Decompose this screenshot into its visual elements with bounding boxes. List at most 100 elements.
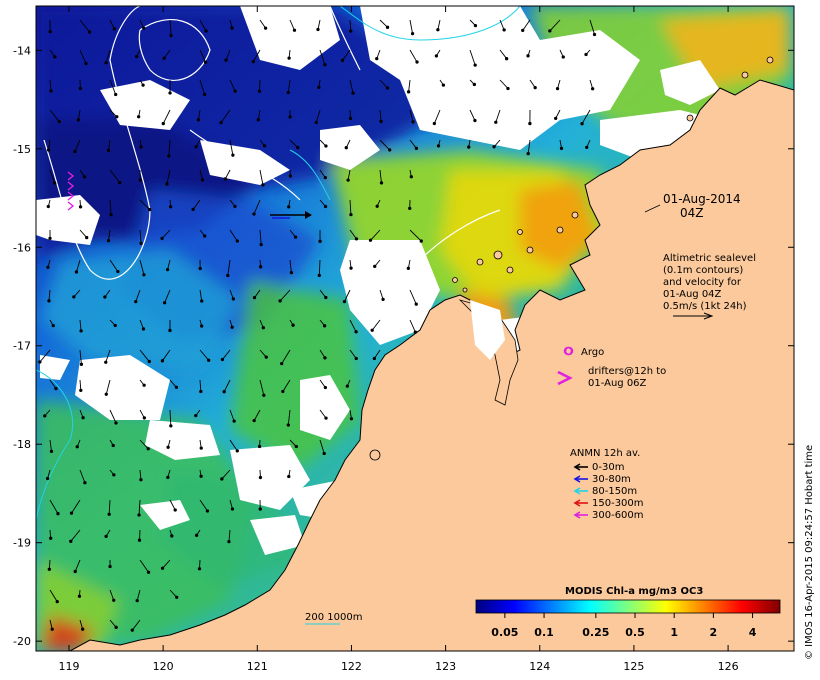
velocity-arrow xyxy=(166,169,171,185)
velocity-arrow xyxy=(109,259,119,272)
velocity-arrowhead xyxy=(233,89,237,93)
velocity-arrow xyxy=(135,289,141,302)
velocity-arrow xyxy=(139,439,149,450)
velocity-arrow xyxy=(79,469,86,483)
velocity-arrowhead xyxy=(46,265,50,269)
velocity-arrow xyxy=(343,289,351,302)
velocity-arrow xyxy=(281,349,291,364)
velocity-arrow xyxy=(289,139,299,148)
velocity-arrow xyxy=(192,199,201,210)
velocity-arrowhead xyxy=(349,29,353,33)
velocity-arrowhead xyxy=(147,359,151,364)
velocity-arrowhead xyxy=(258,265,263,269)
velocity-arrow xyxy=(162,349,171,362)
velocity-arrow xyxy=(199,169,203,180)
velocity-arrow xyxy=(74,139,81,152)
velocity-arrowhead xyxy=(142,26,146,30)
colorbar-tick-label: 4 xyxy=(749,626,757,639)
anmn-legend: ANMN 12h av. 0-30m30-80m80-150m150-300m3… xyxy=(570,448,644,521)
velocity-arrowhead xyxy=(344,146,348,150)
velocity-arrowhead xyxy=(318,239,322,243)
velocity-arrow xyxy=(108,229,111,241)
velocity-arrowhead xyxy=(138,178,143,182)
velocity-arrowhead xyxy=(502,28,506,32)
velocity-arrow xyxy=(289,19,295,31)
velocity-arrowhead xyxy=(38,360,42,364)
velocity-arrowhead xyxy=(280,361,284,366)
velocity-arrow xyxy=(199,49,206,63)
isobath-label: 200 1000m xyxy=(305,612,362,623)
velocity-arrowhead xyxy=(79,329,83,333)
velocity-arrowhead xyxy=(199,474,203,478)
velocity-arrow xyxy=(379,109,382,122)
velocity-arrowhead xyxy=(165,182,169,186)
land-mass xyxy=(69,79,794,651)
velocity-arrowhead xyxy=(316,27,320,32)
velocity-arrowhead xyxy=(415,60,419,64)
velocity-arrowhead xyxy=(48,29,52,34)
velocity-arrowhead xyxy=(526,151,530,156)
velocity-arrow xyxy=(581,109,591,124)
x-tick-label: 126 xyxy=(718,660,739,673)
velocity-arrow xyxy=(79,349,82,365)
velocity-arrows xyxy=(38,19,597,632)
velocity-arrow xyxy=(259,169,264,186)
velocity-arrowhead xyxy=(49,89,53,93)
velocity-arrowhead xyxy=(199,389,203,394)
velocity-arrowhead xyxy=(162,301,167,305)
anmn-item-label: 30-80m xyxy=(592,474,631,485)
anmn-arrowhead-icon xyxy=(573,499,581,507)
velocity-arrow xyxy=(161,229,171,239)
velocity-arrowhead xyxy=(168,328,172,333)
velocity-arrowhead xyxy=(76,118,81,122)
velocity-arrowhead xyxy=(592,32,597,37)
velocity-arrowhead xyxy=(112,473,116,477)
velocity-arrowhead xyxy=(56,512,60,516)
velocity-arrowhead xyxy=(204,29,208,33)
altimetry-line-2: (0.1m contours) xyxy=(663,265,743,276)
velocity-arrowhead xyxy=(162,56,166,60)
velocity-arrowhead xyxy=(202,92,207,97)
velocity-arrowhead xyxy=(160,359,165,363)
velocity-arrowhead xyxy=(548,29,552,33)
velocity-arrow xyxy=(39,349,51,363)
velocity-arrowhead xyxy=(69,511,74,515)
velocity-arrow xyxy=(168,139,171,156)
velocity-arrowhead xyxy=(147,207,152,212)
velocity-arrowhead xyxy=(580,122,584,126)
velocity-arrowhead xyxy=(165,267,170,272)
velocity-arrowhead xyxy=(385,86,390,90)
colorbar-gradient xyxy=(475,599,781,614)
velocity-arrowhead xyxy=(554,116,558,121)
velocity-arrowhead xyxy=(113,323,117,328)
velocity-arrowhead xyxy=(49,536,53,540)
velocity-arrowhead xyxy=(78,86,83,91)
isobath-legend: 200 1000m xyxy=(305,612,362,625)
velocity-arrowhead xyxy=(293,235,298,239)
velocity-arrowhead xyxy=(432,121,437,126)
velocity-arrowhead xyxy=(77,594,82,598)
velocity-arrowhead xyxy=(137,513,141,517)
velocity-arrow xyxy=(109,19,115,30)
velocity-arrowhead xyxy=(224,58,228,62)
velocity-arrowhead xyxy=(175,595,179,599)
velocity-arrow xyxy=(76,259,81,273)
velocity-arrowhead xyxy=(256,118,260,122)
velocity-arrowhead xyxy=(559,146,564,151)
velocity-arrow xyxy=(522,19,531,31)
velocity-arrowhead xyxy=(222,390,226,394)
velocity-arrow xyxy=(259,19,266,29)
velocity-arrowhead xyxy=(161,121,165,126)
velocity-arrowhead xyxy=(200,299,204,303)
velocity-arrowhead xyxy=(106,238,111,243)
velocity-arrowhead xyxy=(223,177,227,181)
velocity-arrowhead xyxy=(504,57,509,61)
velocity-arrowhead xyxy=(296,145,300,150)
y-tick-label: -16 xyxy=(13,241,31,254)
anmn-item-label: 150-300m xyxy=(592,498,644,509)
velocity-arrowhead xyxy=(112,598,116,602)
velocity-arrow xyxy=(379,169,382,183)
anmn-item-label: 0-30m xyxy=(592,462,624,473)
velocity-arrowhead xyxy=(441,83,446,87)
velocity-arrowhead xyxy=(526,54,530,58)
